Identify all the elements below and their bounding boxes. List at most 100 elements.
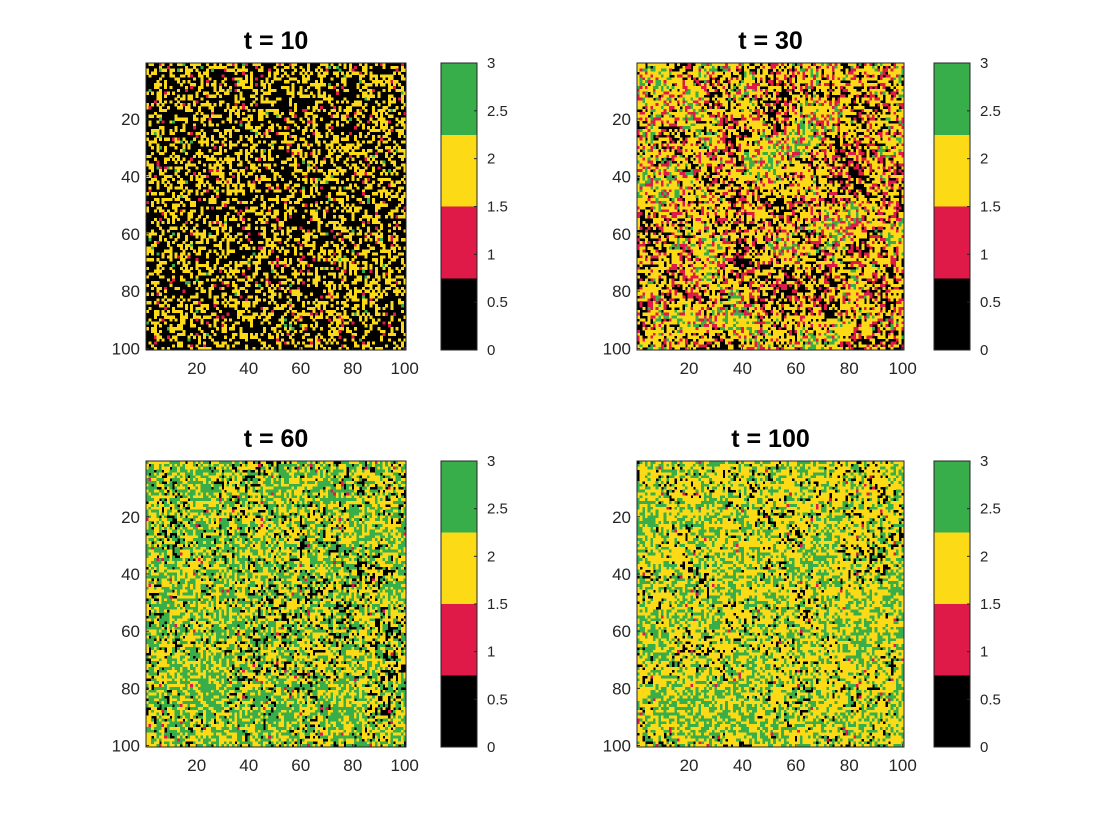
heatmap-cell: [361, 298, 368, 302]
heatmap-cell: [205, 261, 209, 265]
heatmap-cell: [205, 206, 209, 210]
heatmap-cell: [877, 63, 881, 67]
heatmap-cell: [722, 169, 726, 173]
heatmap-cell: [871, 74, 875, 78]
heatmap-cell: [198, 272, 207, 276]
heatmap-cell: [263, 85, 266, 90]
heatmap-cell: [367, 149, 373, 153]
heatmap-cell: [380, 74, 394, 78]
heatmap-cell: [200, 103, 212, 107]
heatmap-cell: [380, 137, 383, 141]
heatmap-cell: [372, 154, 376, 159]
heatmap-cell: [730, 103, 737, 107]
heatmap-cell: [887, 137, 891, 141]
heatmap-cell: [898, 120, 902, 124]
heatmap-cell: [268, 206, 272, 210]
heatmap-cell: [156, 301, 160, 305]
heatmap-cell: [302, 172, 308, 176]
heatmap-cell: [647, 131, 651, 136]
heatmap-cell: [403, 263, 407, 268]
heatmap-cell: [685, 203, 689, 207]
heatmap-cell: [291, 281, 295, 285]
heatmap-cell: [767, 203, 771, 207]
heatmap-cell: [273, 172, 279, 176]
heatmap-cell: [895, 63, 905, 67]
heatmap-cell: [265, 131, 269, 136]
heatmap-cell: [823, 71, 833, 75]
heatmap-cell: [719, 137, 726, 141]
heatmap-cell: [239, 261, 248, 265]
heatmap-cell: [374, 275, 381, 279]
heatmap-cell: [234, 151, 243, 156]
heatmap-cell: [823, 103, 830, 107]
heatmap-cell: [190, 347, 194, 351]
heatmap-cell: [842, 106, 846, 110]
heatmap-cell: [268, 186, 272, 190]
heatmap-cell: [361, 335, 365, 339]
heatmap-cell: [250, 80, 253, 84]
heatmap-cell: [770, 134, 774, 138]
heatmap-cell: [224, 223, 227, 227]
heatmap-cell: [218, 157, 222, 161]
heatmap-cell: [866, 143, 875, 147]
heatmap-cell: [863, 94, 867, 98]
heatmap-cell: [853, 137, 857, 141]
heatmap-cell: [805, 146, 809, 150]
heatmap-cell: [367, 220, 370, 225]
heatmap-cell: [810, 74, 814, 78]
heatmap-cell: [709, 88, 715, 93]
heatmap-cell: [701, 108, 705, 113]
heatmap-cell: [818, 71, 822, 75]
heatmap-cell: [320, 249, 326, 253]
heatmap-cell: [799, 123, 806, 127]
heatmap-cell: [226, 246, 230, 250]
heatmap-cell: [153, 174, 157, 179]
heatmap-cell: [333, 172, 339, 176]
heatmap-cell: [169, 100, 173, 104]
heatmap-cell: [198, 215, 201, 219]
heatmap-cell: [231, 332, 238, 336]
heatmap-cell: [887, 192, 900, 196]
heatmap-cell: [642, 189, 654, 193]
heatmap-cell: [325, 123, 331, 127]
heatmap-cell: [818, 146, 827, 150]
heatmap-cell: [855, 97, 859, 101]
heatmap-cell: [341, 85, 344, 90]
heatmap-cell: [146, 91, 149, 95]
heatmap-cell: [273, 209, 279, 213]
heatmap-cell: [823, 94, 827, 98]
heatmap-cell: [831, 129, 835, 133]
heatmap-cell: [393, 80, 399, 84]
heatmap-cell: [674, 174, 678, 179]
heatmap-cell: [351, 163, 357, 167]
heatmap-cell: [714, 146, 718, 150]
heatmap-cell: [669, 129, 673, 133]
heatmap-cell: [847, 174, 851, 179]
heatmap-cell: [398, 338, 402, 342]
heatmap-cell: [647, 108, 651, 113]
heatmap-cell: [398, 226, 402, 230]
heatmap-cell: [312, 154, 318, 159]
heatmap-cell: [356, 261, 360, 265]
heatmap-cell: [890, 154, 897, 159]
heatmap-cell: [338, 63, 342, 67]
heatmap-cell: [234, 275, 238, 279]
heatmap-cell: [759, 108, 763, 113]
heatmap-cell: [722, 134, 729, 138]
heatmap-cell: [845, 103, 849, 107]
heatmap-cell: [674, 134, 681, 138]
heatmap-cell: [174, 166, 183, 170]
heatmap-cell: [393, 232, 396, 236]
heatmap-cell: [674, 114, 686, 118]
heatmap-cell: [706, 174, 710, 179]
heatmap-cell: [786, 186, 803, 190]
heatmap-cell: [893, 63, 897, 67]
heatmap-cell: [330, 327, 337, 331]
heatmap-cell: [356, 232, 363, 236]
heatmap-cell: [746, 71, 750, 75]
heatmap-cell: [757, 180, 761, 184]
heatmap-cell: [775, 117, 779, 121]
heatmap-cell: [148, 106, 152, 110]
heatmap-cell: [773, 120, 777, 124]
heatmap-cell: [302, 272, 305, 276]
